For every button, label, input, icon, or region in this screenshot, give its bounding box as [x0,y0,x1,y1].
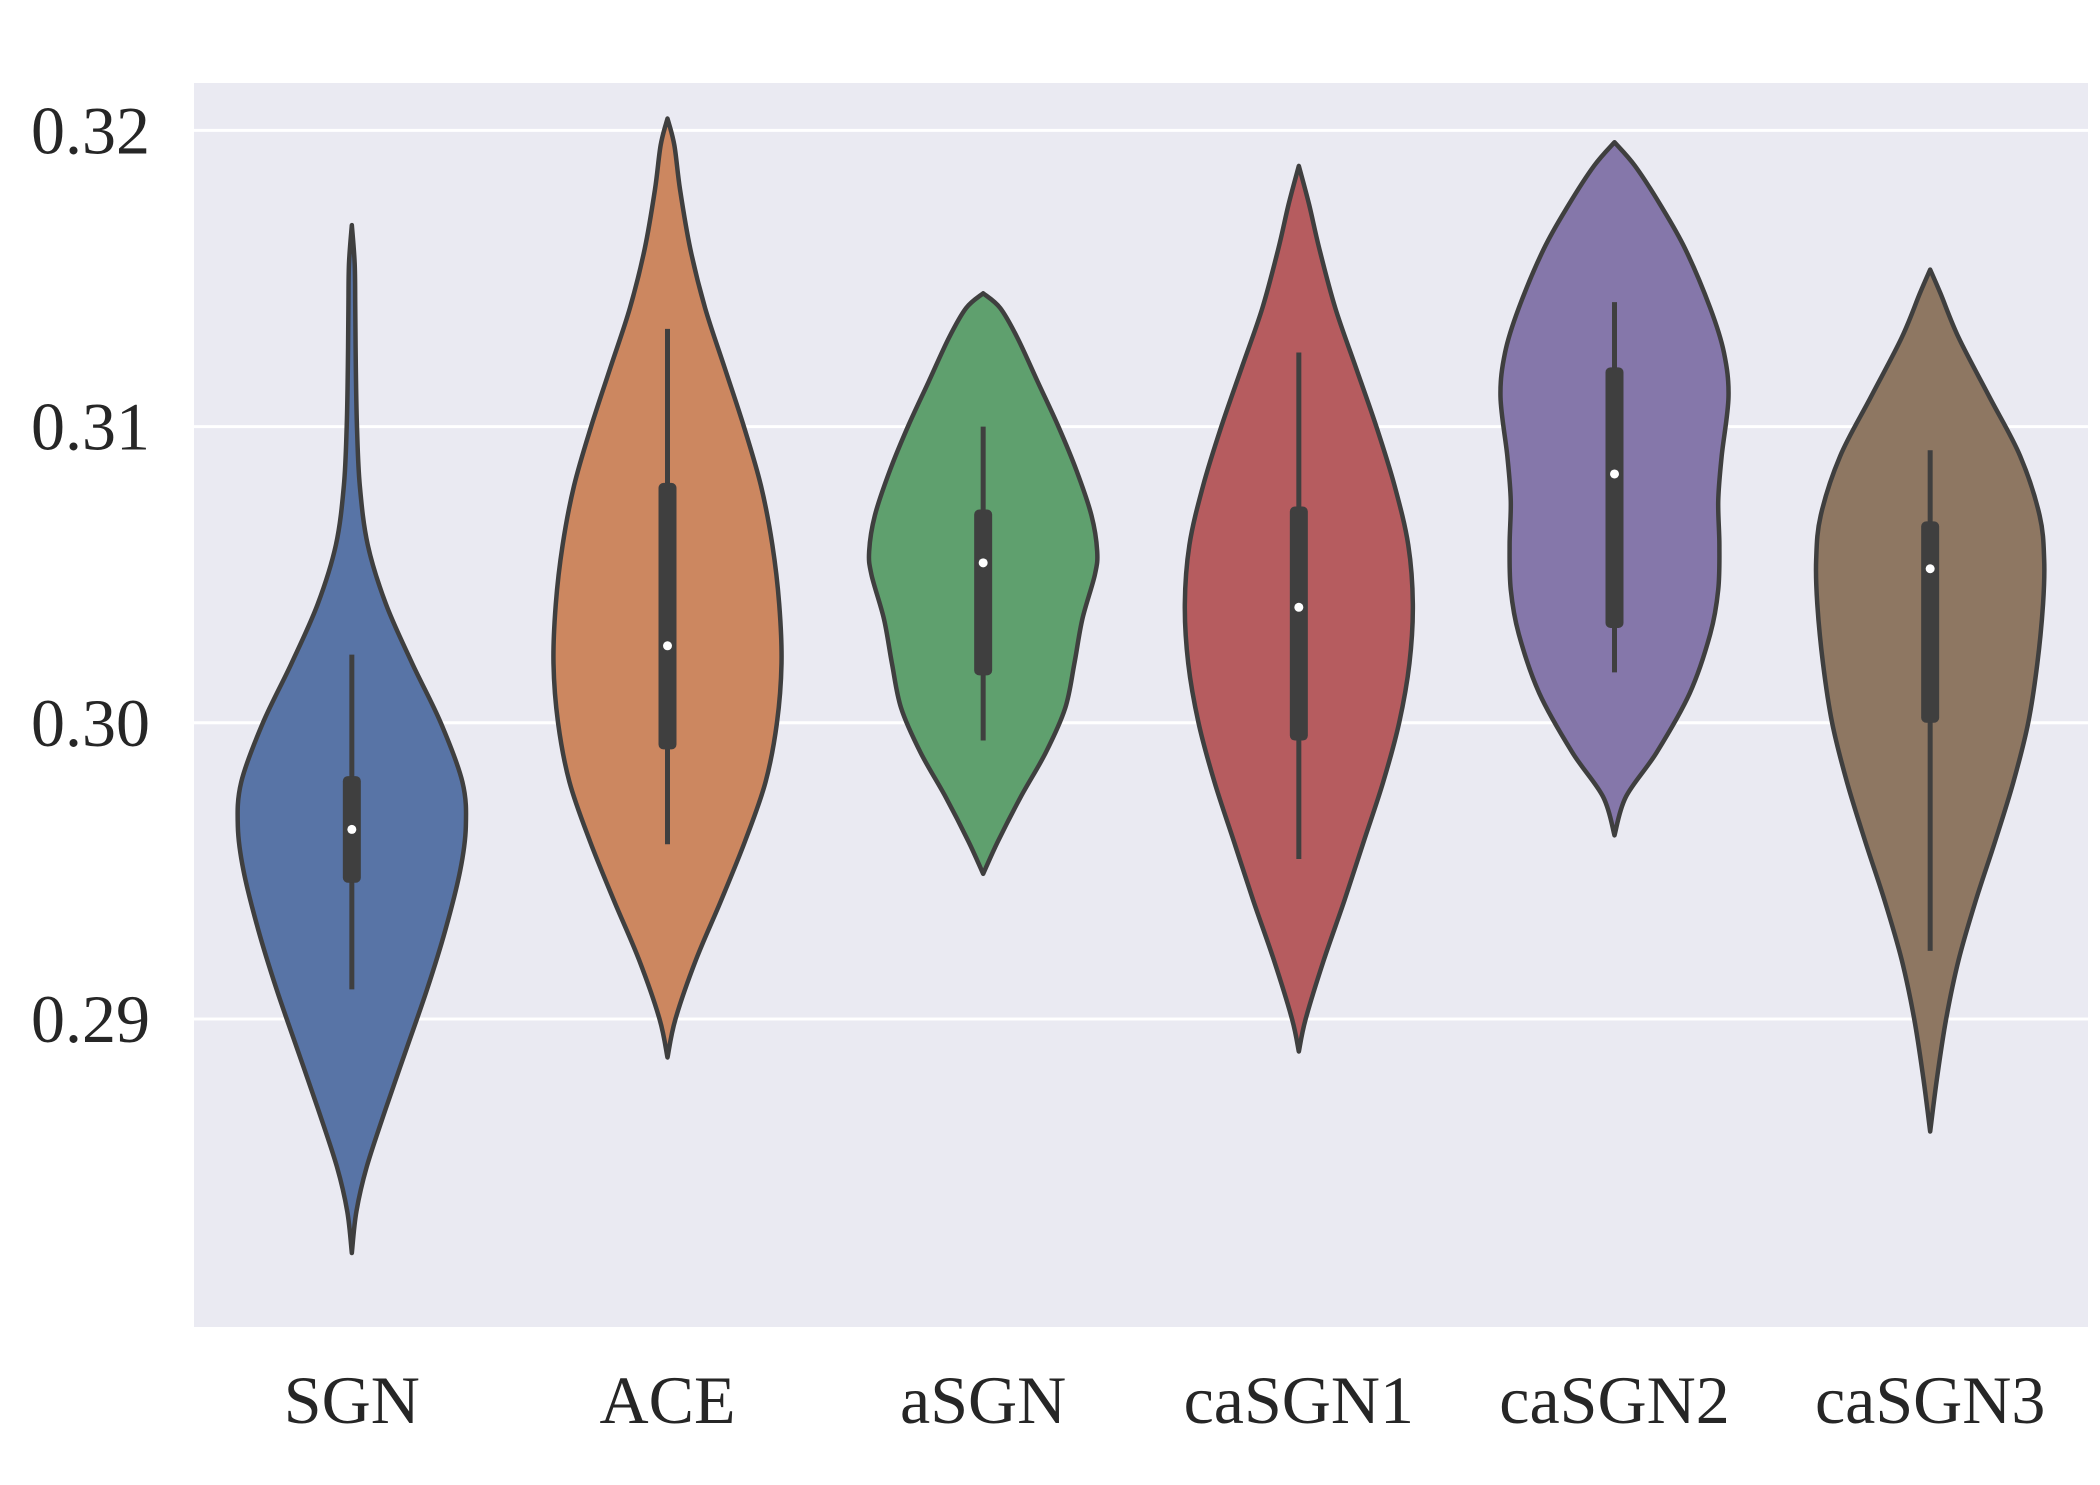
median-point [1610,469,1619,479]
iqr-box [1605,367,1624,628]
x-tick-label: ACE [600,1362,736,1438]
x-tick-label: SGN [284,1362,420,1438]
median-point [347,824,357,834]
y-tick-label: 0.30 [31,685,150,761]
iqr-box [658,482,677,750]
median-point [1294,602,1304,612]
violin-ACE [551,116,784,1060]
iqr-box [1921,521,1940,723]
violin-caSGN3 [1813,267,2047,1134]
median-point [663,641,672,651]
violin-caSGN2 [1498,139,1731,838]
iqr-box [974,509,993,676]
y-tick-label: 0.29 [31,981,150,1057]
iqr-box [1289,506,1308,741]
violin-aSGN [866,291,1100,877]
violins [235,116,2047,1256]
median-point [978,558,988,568]
x-axis-tick-labels: SGN ACE aSGN caSGN1 caSGN2 caSGN3 [284,1362,2046,1438]
y-tick-label: 0.31 [31,389,150,465]
y-gridlines [194,128,2088,1021]
plot-background [194,83,2088,1327]
x-tick-label: aSGN [900,1362,1066,1438]
x-tick-label: caSGN2 [1499,1362,1729,1438]
median-point [1925,564,1935,574]
y-axis-tick-labels: 0.29 0.30 0.31 0.32 [31,92,150,1057]
x-tick-label: caSGN3 [1815,1362,2045,1438]
x-tick-label: caSGN1 [1184,1362,1414,1438]
violin-SGN [235,222,469,1256]
violin-caSGN1 [1182,163,1416,1054]
y-tick-label: 0.32 [31,92,150,168]
